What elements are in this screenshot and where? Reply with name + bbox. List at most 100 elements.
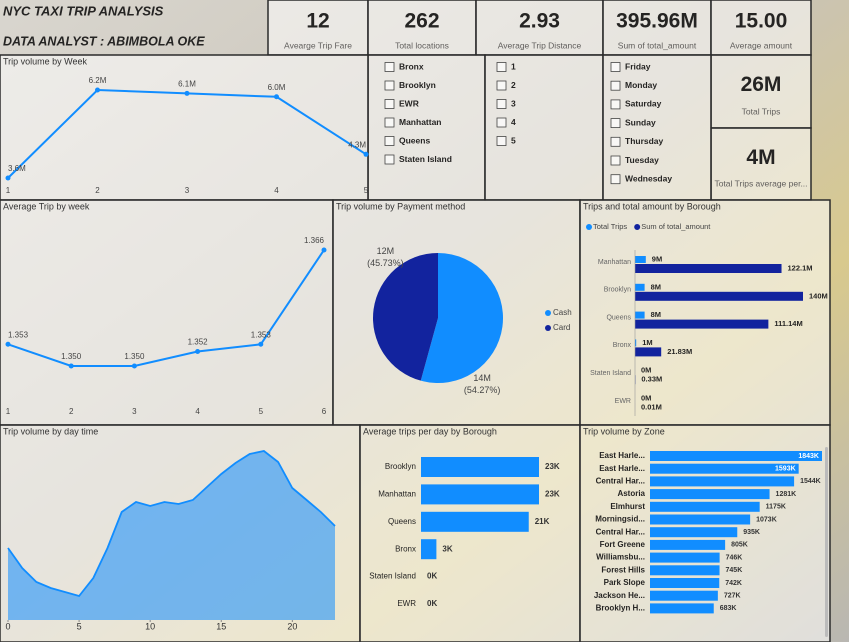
slicer-option[interactable]: 3 (511, 98, 516, 108)
line-point (321, 247, 327, 253)
y-tick-label: EWR (397, 599, 416, 608)
y-tick-label: Williamsbu... (596, 553, 645, 562)
slicer-checkbox[interactable] (610, 155, 621, 166)
data-label: 1.353 (8, 330, 29, 339)
data-label: 3.6M (8, 164, 26, 173)
slicer-option[interactable]: Saturday (625, 99, 662, 109)
x-tick-label: 2 (95, 186, 100, 195)
slicer-checkbox[interactable] (610, 99, 621, 110)
scrollbar[interactable] (825, 447, 828, 637)
x-tick-label: 0 (5, 621, 10, 631)
data-label: 745K (726, 567, 743, 574)
slicer-checkbox[interactable] (610, 136, 621, 147)
kpi-value: 395.96M (616, 10, 698, 33)
data-label: 1.366 (304, 236, 325, 245)
y-tick-label: Queens (388, 517, 416, 526)
slicer-checkbox[interactable] (610, 80, 621, 91)
y-tick-label: Manhattan (598, 259, 631, 266)
bar (635, 347, 662, 357)
y-tick-label: Morningsid... (595, 515, 645, 524)
slicer-checkbox[interactable] (610, 62, 621, 72)
slicer-checkbox[interactable] (384, 62, 395, 72)
x-tick-label: 20 (287, 621, 297, 631)
bar (650, 476, 795, 487)
x-tick-label: 2 (69, 407, 74, 416)
bar (635, 256, 646, 263)
slicer-option[interactable]: 4 (511, 117, 516, 127)
y-tick-label: Brooklyn H... (596, 604, 645, 613)
slicer-option[interactable]: Thursday (625, 136, 664, 146)
data-label: 746K (726, 554, 743, 561)
y-tick-label: Staten Island (590, 370, 631, 377)
chart-title: Average trips per day by Borough (363, 426, 497, 436)
data-label: 23K (545, 462, 560, 471)
slicer-option[interactable]: Friday (625, 61, 651, 71)
slicer-checkbox[interactable] (384, 99, 395, 109)
slicer-option[interactable]: Brooklyn (399, 80, 436, 90)
legend-label: Cash (553, 308, 572, 317)
line-point (131, 363, 137, 369)
y-tick-label: Central Har... (596, 477, 645, 486)
slicer-option[interactable]: Queens (399, 135, 430, 145)
slicer-option[interactable]: EWR (399, 98, 419, 108)
kpi-label: Total Trips average per... (714, 178, 807, 188)
slicer-checkbox[interactable] (384, 80, 395, 91)
slicer-checkbox[interactable] (384, 154, 395, 165)
bar (650, 539, 726, 550)
y-tick-label: Astoria (617, 489, 645, 498)
y-tick-label: Fort Greene (600, 540, 646, 549)
data-label: 12M (377, 246, 395, 256)
y-tick-label: Brooklyn (385, 462, 416, 471)
data-label: 6.2M (89, 76, 107, 85)
data-label: 805K (731, 542, 748, 549)
bar (421, 539, 437, 560)
panel (0, 54, 369, 201)
data-label: 14M (473, 373, 491, 383)
slicer-option[interactable]: Wednesday (625, 173, 672, 183)
data-label: 8M (651, 310, 661, 319)
bar (650, 578, 720, 588)
slicer-option[interactable]: Monday (625, 80, 657, 90)
line-point (5, 175, 11, 181)
legend-marker (586, 224, 592, 230)
slicer-option[interactable]: Staten Island (399, 154, 452, 164)
percent-label: (54.27%) (464, 385, 501, 395)
slicer-checkbox[interactable] (496, 117, 507, 128)
data-label: 21.83M (667, 347, 692, 356)
bar (650, 527, 738, 538)
line-point (5, 341, 11, 347)
bar (650, 590, 718, 601)
kpi-value: 262 (404, 10, 439, 33)
slicer-option[interactable]: Tuesday (625, 155, 659, 165)
slicer-option[interactable]: 2 (511, 80, 516, 90)
slicer-checkbox[interactable] (496, 62, 507, 72)
slicer-checkbox[interactable] (496, 136, 507, 146)
data-label: 1.350 (61, 352, 82, 361)
y-tick-label: Brooklyn (604, 287, 631, 294)
slicer-checkbox[interactable] (384, 136, 395, 146)
area-line (7, 450, 336, 598)
slicer-option[interactable]: Bronx (399, 61, 424, 71)
slicer-option[interactable]: Manhattan (399, 117, 442, 127)
slicer-checkbox[interactable] (610, 118, 621, 128)
bar (650, 514, 751, 525)
slicer-checkbox[interactable] (384, 117, 395, 128)
data-label: 0K (427, 599, 437, 608)
data-label: 8M (651, 282, 661, 291)
legend-label: Total Trips (593, 222, 627, 231)
slicer-option[interactable]: Sunday (625, 117, 656, 127)
kpi-value: 2.93 (519, 10, 560, 33)
slicer-option[interactable]: 1 (511, 61, 516, 71)
data-label: 6.1M (178, 79, 196, 88)
dashboard-subtitle: DATA ANALYST : ABIMBOLA OKE (3, 34, 205, 48)
slicer-checkbox[interactable] (496, 99, 507, 109)
data-label: 1281K (776, 491, 797, 498)
bar (650, 451, 822, 461)
kpi-value: 15.00 (735, 10, 788, 33)
data-label: 683K (720, 605, 737, 612)
slicer-option[interactable]: 5 (511, 135, 516, 145)
slicer-checkbox[interactable] (496, 80, 507, 91)
line-point (274, 94, 279, 100)
slicer-checkbox[interactable] (610, 174, 621, 185)
kpi-value: 26M (741, 73, 782, 96)
